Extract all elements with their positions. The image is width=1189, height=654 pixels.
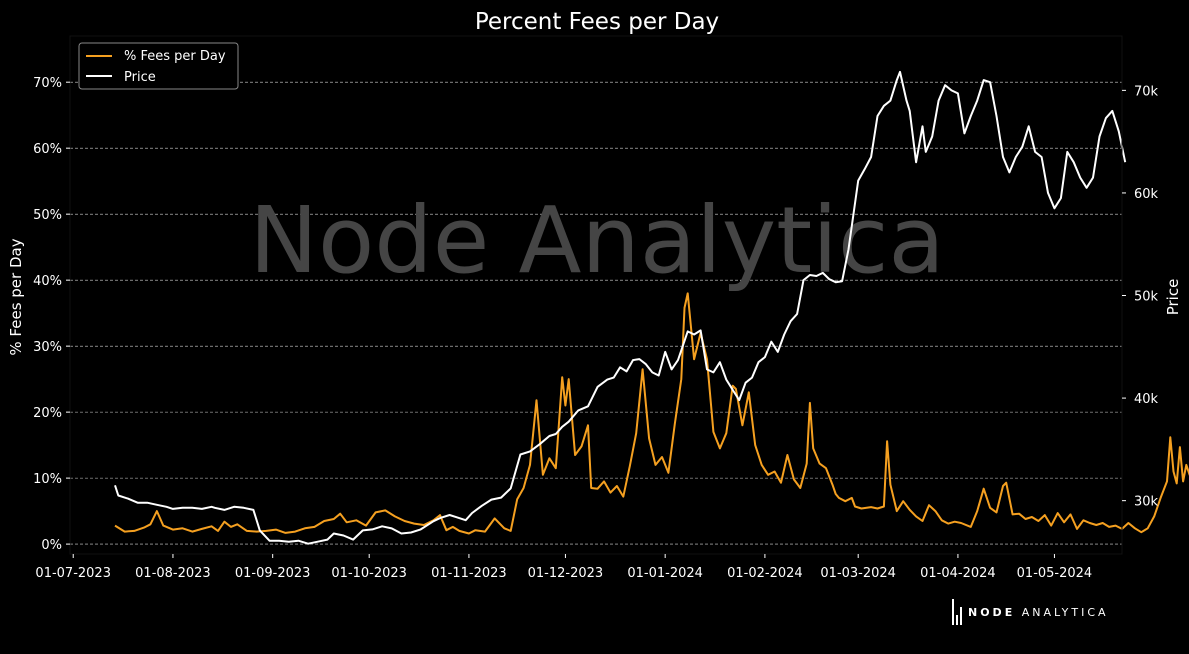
legend-box <box>78 42 239 90</box>
legend: % Fees per Day Price <box>78 42 239 90</box>
x-axis-tick-label: 01-04-2024 <box>920 566 996 581</box>
x-axis-tick-label: 01-08-2023 <box>135 566 211 581</box>
x-axis-tick-label: 01-10-2023 <box>331 566 407 581</box>
brand-mark-icon <box>952 599 964 625</box>
right-axis-tick-label: 50k <box>1134 290 1159 305</box>
grid <box>70 81 1122 545</box>
brand-text-strong: NODE <box>968 605 1016 619</box>
left-axis-tick-label: 70% <box>33 76 62 91</box>
axes: 0% 10% 20% 30% 40% 50% 60% 70% 30k 40k 50k 60k 70k 01… <box>33 76 1158 581</box>
brand-text: NODE ANALYTICA <box>968 606 1109 619</box>
left-axis-tick-label: 60% <box>33 142 62 157</box>
right-axis-tick-label: 70k <box>1134 84 1159 99</box>
left-axis-label: % Fees per Day <box>7 238 25 355</box>
right-axis-tick-label: 40k <box>1134 392 1159 407</box>
brand-logo: NODE ANALYTICA <box>952 598 1109 626</box>
right-axis-tick-label: 60k <box>1134 187 1159 202</box>
right-axis-tick-label: 30k <box>1134 495 1159 510</box>
legend-label-fees: % Fees per Day <box>124 49 226 64</box>
series <box>114 70 1189 545</box>
x-axis-tick-label: 01-01-2024 <box>627 566 703 581</box>
x-axis-tick-label: 01-09-2023 <box>235 566 311 581</box>
right-axis-label: Price <box>1164 279 1182 316</box>
legend-label-price: Price <box>124 70 156 85</box>
x-axis-tick-label: 01-03-2024 <box>820 566 896 581</box>
left-axis-tick-label: 30% <box>33 340 62 355</box>
brand-text-light: ANALYTICA <box>1021 605 1109 619</box>
left-axis-tick-label: 10% <box>33 472 62 487</box>
chart-title: Percent Fees per Day <box>475 9 719 35</box>
x-axis-tick-label: 01-11-2023 <box>431 566 507 581</box>
left-axis-tick-label: 50% <box>33 208 62 223</box>
x-axis-tick-label: 01-05-2024 <box>1017 566 1093 581</box>
left-axis-tick-label: 0% <box>41 538 62 553</box>
series-line-price <box>114 70 1127 545</box>
x-axis-tick-label: 01-12-2023 <box>528 566 604 581</box>
series-line-fees <box>114 292 1189 535</box>
watermark-text: Node Analytica <box>249 187 945 294</box>
left-axis-tick-label: 20% <box>33 406 62 421</box>
x-axis-tick-label: 01-02-2024 <box>727 566 803 581</box>
x-axis-tick-label: 01-07-2023 <box>35 566 111 581</box>
plot-frame <box>69 35 1123 555</box>
left-axis-tick-label: 40% <box>33 274 62 289</box>
